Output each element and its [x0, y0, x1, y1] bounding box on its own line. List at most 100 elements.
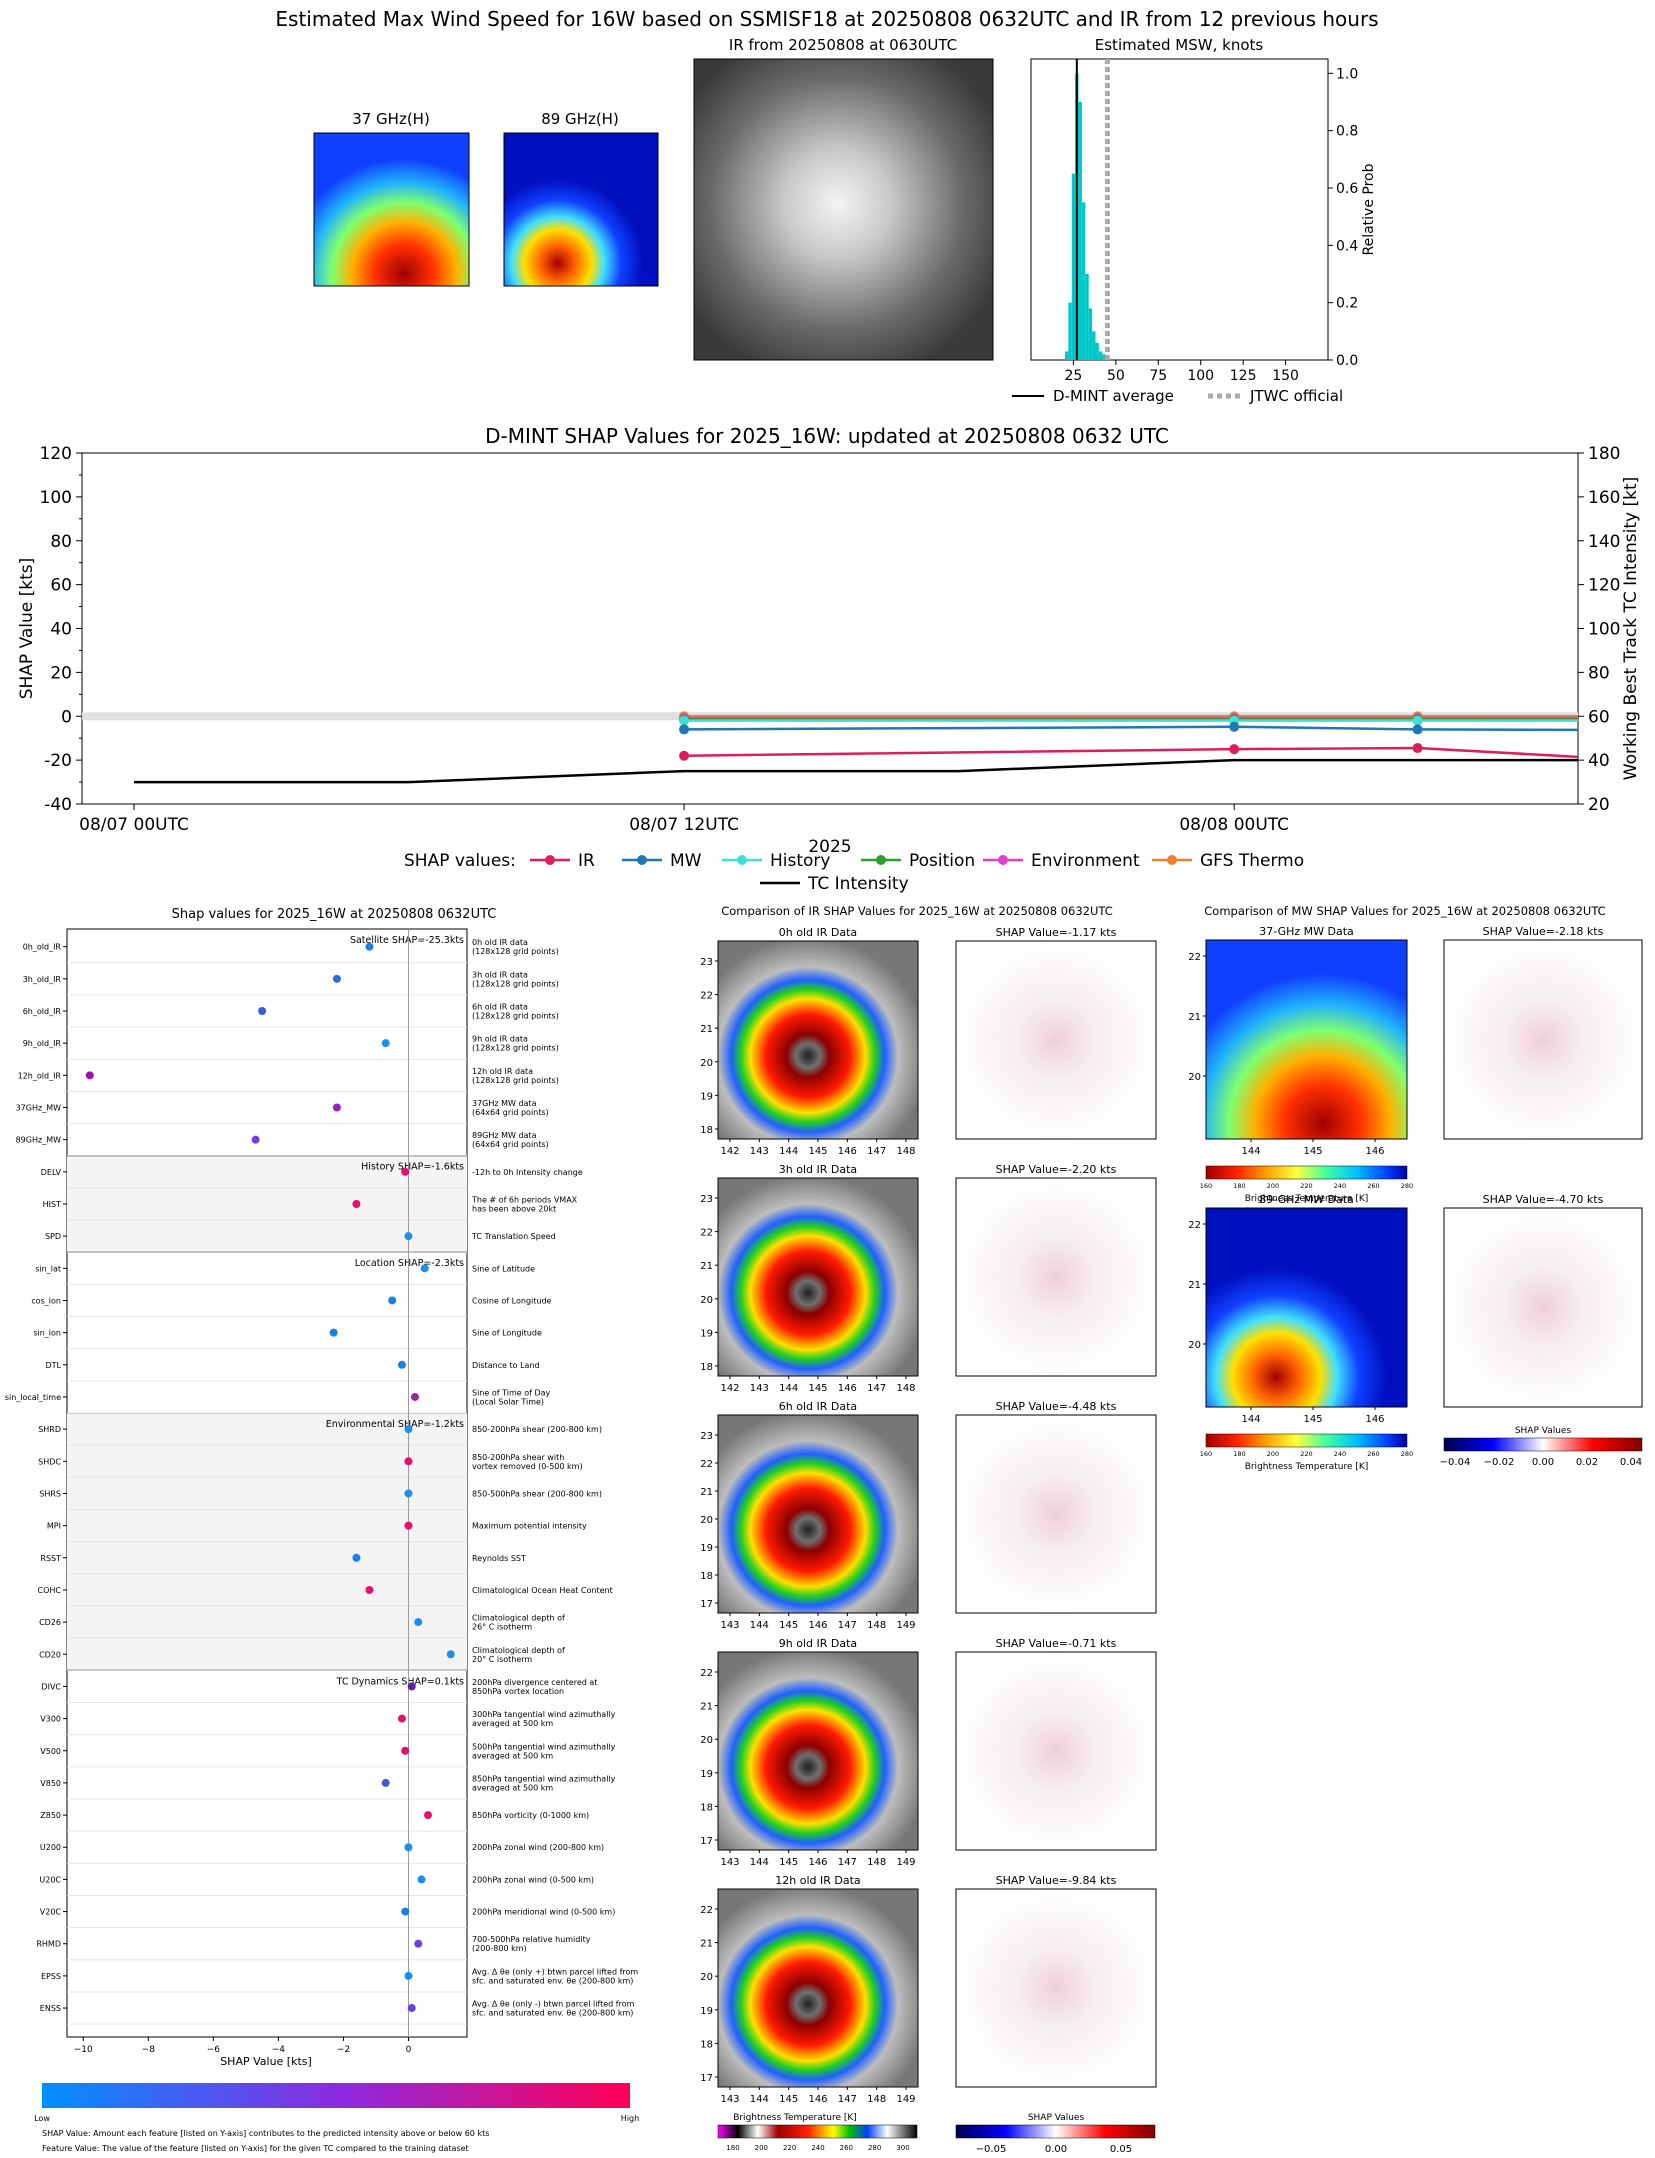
legend-label: History — [770, 851, 830, 871]
series-point-mw — [1412, 724, 1423, 735]
feature-name: RSST — [40, 1554, 61, 1563]
ir-shap-panel — [955, 1177, 1157, 1377]
mw-xtick-label: 146 — [1365, 1414, 1384, 1425]
ir-shap-cbar-tick-label: −0.05 — [976, 2144, 1007, 2155]
timeline-ytick-left-label: 80 — [50, 532, 72, 552]
ir-ytick-label: 17 — [700, 1836, 713, 1847]
feature-description: has been above 20kt — [472, 1204, 556, 1213]
group-label: Location SHAP=-2.3kts — [355, 1258, 464, 1269]
ir-ytick-label: 20 — [700, 1972, 713, 1983]
legend-marker — [545, 855, 555, 865]
ir-shap-cbar-tick-label: 0.00 — [1045, 2144, 1067, 2155]
colorbar-low-label: Low — [34, 2114, 50, 2123]
ir-cbar-tick-label: 240 — [811, 2144, 824, 2152]
feature-description: 200hPa divergence centered at — [472, 1678, 597, 1687]
feature-description: 6h old IR data — [472, 1003, 528, 1012]
ir-xtick-label: 143 — [720, 1620, 739, 1631]
ir-cbar-tick-label: 260 — [840, 2144, 853, 2152]
ir-compare-grid: 0h old IR Data 23 22 21 20 19 18 142 143 144 145 14… — [700, 926, 1157, 2105]
mw-cbar-tick-label: 280 — [1401, 1182, 1413, 1190]
shap-feature-colorbar — [42, 2083, 630, 2108]
feature-name: 0h_old_IR — [23, 943, 62, 952]
timeline-ylabel-right: Working Best Track TC Intensity [kt] — [1621, 477, 1641, 781]
ir-xtick-label: 148 — [896, 1146, 915, 1157]
feature-description: 850-200hPa shear (200-800 km) — [472, 1425, 602, 1434]
mw-ytick-label: 22 — [1188, 1220, 1201, 1231]
ir-shap-panel — [955, 1414, 1157, 1614]
shap-xtick-label: −4 — [272, 2045, 286, 2055]
mw-cbar-tick-label: 200 — [1267, 1450, 1279, 1458]
series-point-ir — [1412, 743, 1423, 754]
feature-description: Sine of Longitude — [472, 1329, 542, 1338]
shap-xtick-label: −8 — [142, 2045, 156, 2055]
mw-cbar-label: Brightness Temperature [K] — [1245, 1462, 1369, 1472]
msw-ylabel: Relative Prob — [1361, 163, 1377, 255]
timeline-xtick-label: 08/07 12UTC — [629, 815, 739, 835]
ir-ytick-label: 21 — [700, 1702, 713, 1713]
mw-shap-cbar-label: SHAP Values — [1515, 1426, 1572, 1436]
mw-xtick-label: 146 — [1365, 1146, 1384, 1157]
feature-description: (128x128 grid points) — [472, 1044, 559, 1053]
ir-shap-cbar-ticks: −0.05 0.00 0.05 — [976, 2144, 1132, 2155]
series-point-history — [1412, 715, 1423, 726]
msw-ytick-label: 0.0 — [1336, 353, 1358, 369]
shap-xtick-label: −6 — [207, 2045, 221, 2055]
feature-description: 200hPa zonal wind (0-500 km) — [472, 1875, 594, 1884]
timeline-ytick-left-label: 120 — [40, 444, 72, 464]
feature-shap-point — [258, 1007, 267, 1016]
ir-shap-panel — [955, 1651, 1157, 1851]
msw-bar — [1102, 354, 1106, 360]
feature-name: sin_local_time — [5, 1393, 61, 1402]
ir-xtick-label: 147 — [838, 1857, 857, 1868]
feature-name: 3h_old_IR — [23, 975, 62, 984]
mw-image-panel — [1205, 939, 1408, 1140]
mw-ytick-label: 20 — [1188, 1072, 1201, 1083]
legend-tc-label: TC Intensity — [807, 874, 909, 894]
ir-xtick-label: 144 — [750, 1620, 769, 1631]
feature-name: 9h_old_IR — [23, 1039, 62, 1048]
mw-compare-title: Comparison of MW SHAP Values for 2025_16… — [1204, 904, 1605, 918]
msw-bar — [1064, 351, 1069, 360]
feature-name: COHC — [38, 1586, 62, 1595]
mw-shap-panel — [1443, 1207, 1643, 1408]
feature-description: averaged at 500 km — [472, 1719, 553, 1728]
ir-ytick-label: 17 — [700, 1599, 713, 1610]
ir-xtick-label: 144 — [779, 1383, 798, 1394]
ir-xtick-label: 147 — [838, 2094, 857, 2105]
mw-xtick-label: 144 — [1241, 1414, 1260, 1425]
feature-description: 89GHz MW data — [472, 1131, 537, 1140]
timeline-ytick-left-label: 0 — [61, 707, 72, 727]
feature-description: (64x64 grid points) — [472, 1108, 549, 1117]
ir-xtick-label: 145 — [779, 1620, 798, 1631]
ir-xtick-label: 144 — [779, 1146, 798, 1157]
msw-bar — [1068, 302, 1072, 360]
feature-description: 26° C isotherm — [472, 1623, 532, 1632]
ir-ytick-label: 22 — [700, 1459, 713, 1470]
ir-ytick-label: 22 — [700, 1905, 713, 1916]
feature-description: averaged at 500 km — [472, 1751, 553, 1760]
ir-ytick-label: 19 — [700, 1091, 713, 1102]
legend-marker — [876, 855, 886, 865]
series-point-ir — [1229, 744, 1240, 755]
timeline-ytick-right-label: 140 — [1588, 532, 1620, 552]
timeline-ytick-right-label: 60 — [1588, 707, 1610, 727]
mw-cbar-tick-label: 160 — [1200, 1450, 1212, 1458]
group-band — [67, 1155, 467, 1253]
mw-image-panel — [1205, 1207, 1408, 1408]
ir-shap-value: SHAP Value=-1.17 kts — [996, 926, 1117, 939]
ir-cbar-tick-label: 180 — [726, 2144, 739, 2152]
msw-histogram: 25 50 75 100 125 150 0.0 0.2 0.4 0.6 0.8 1.0 Relativ… — [1012, 58, 1377, 405]
feature-description: 37GHz MW data — [472, 1099, 537, 1108]
feature-description: 500hPa tangential wind azimuthally — [472, 1742, 616, 1751]
group-label: TC Dynamics SHAP=0.1kts — [336, 1676, 464, 1687]
timeline-xtick-label: 08/08 00UTC — [1179, 815, 1289, 835]
ir-ytick-label: 18 — [700, 1362, 713, 1373]
feature-description: 850-500hPa shear (200-800 km) — [472, 1489, 602, 1498]
feature-description: Distance to Land — [472, 1361, 540, 1370]
ir-shap-cbar-label: SHAP Values — [1028, 2113, 1085, 2123]
mw-xtick-label: 144 — [1241, 1146, 1260, 1157]
mw-row-label: 89-GHz MW Data — [1259, 1193, 1354, 1206]
feature-description: 850hPa vortex location — [472, 1687, 564, 1696]
ir-image-panel — [717, 940, 919, 1140]
feature-name: DIVC — [41, 1682, 61, 1691]
